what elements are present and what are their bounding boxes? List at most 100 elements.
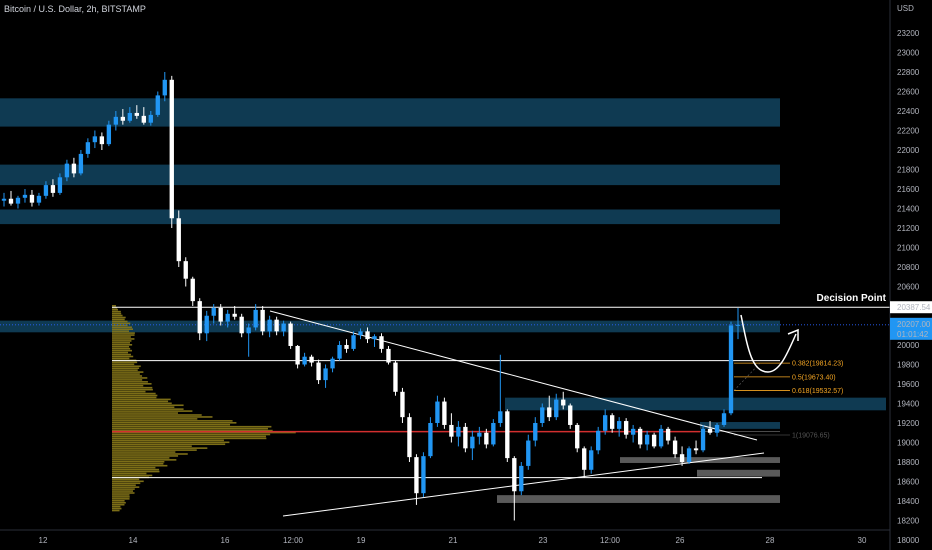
volume-profile-bar: [112, 503, 125, 506]
candle-body: [693, 448, 699, 451]
volume-profile-bar: [112, 509, 120, 512]
candle-body: [651, 434, 657, 447]
candle-body: [92, 136, 98, 143]
candle-body: [637, 428, 643, 445]
volume-profile-bar: [112, 412, 178, 414]
candle-body: [141, 115, 146, 123]
candle-body: [232, 313, 237, 317]
candle-body: [365, 331, 370, 340]
projected-path-arrow: [740, 314, 797, 373]
fib-level-label: 0.5(19673.40): [792, 374, 836, 381]
volume-profile-bar: [112, 427, 268, 430]
time-tick-label: 16: [221, 536, 230, 545]
volume-profile-bar: [112, 334, 135, 336]
volume-profile-bar: [112, 435, 266, 438]
price-tick-label: 19800: [897, 361, 920, 370]
volume-profile-bar: [112, 383, 152, 385]
volume-profile-bar: [112, 486, 140, 488]
candle-body: [127, 112, 132, 121]
candle-body: [358, 331, 363, 336]
trendlines-layer: [269, 310, 765, 517]
candle-body: [533, 423, 538, 441]
candle-body: [623, 421, 629, 435]
price-tick-label: 18200: [897, 517, 920, 526]
volume-profile-bar: [112, 500, 125, 502]
volume-profile-bar: [112, 340, 132, 342]
candle-body: [239, 316, 244, 334]
volume-profile-bar: [112, 468, 160, 471]
levels-layer: [0, 306, 890, 479]
candle-body: [309, 356, 314, 363]
volume-profile-bar: [112, 332, 135, 334]
candle-body: [50, 185, 56, 193]
price-tick-label: 19000: [897, 439, 920, 448]
price-tick-label: 23000: [897, 49, 920, 58]
candle-countdown-text: 01:01:42: [897, 330, 929, 339]
volume-profile-bar: [112, 478, 140, 481]
candle-body: [700, 428, 706, 451]
candle-body: [295, 345, 300, 365]
candle-body: [253, 309, 258, 328]
candle-body: [337, 345, 342, 359]
volume-profile-bar: [112, 480, 144, 483]
volume-profile-bar: [112, 338, 135, 340]
volume-profile-bar: [112, 464, 168, 467]
candle-body: [323, 368, 328, 381]
candle-body: [435, 401, 440, 423]
fib-level-label: 0.618(19532.57): [792, 388, 843, 395]
chart-title: Bitcoin / U.S. Dollar, 2h, BITSTAMP: [4, 4, 146, 14]
volume-profile-bar: [112, 336, 131, 338]
candle-body: [407, 417, 412, 458]
volume-profile-bar: [112, 355, 134, 358]
candle-body: [526, 440, 531, 466]
volume-profile-bar: [112, 482, 141, 485]
volume-profile-bar: [112, 453, 188, 455]
candle-body: [707, 428, 713, 433]
volume-profile-bar: [112, 416, 213, 418]
time-tick-label: 28: [766, 536, 775, 545]
volume-profile-bar: [112, 316, 126, 319]
candle-body: [477, 432, 482, 437]
time-tick-label: 23: [539, 536, 548, 545]
volume-profile-bar: [112, 314, 123, 317]
arrow-head: [787, 328, 799, 341]
candle-body: [644, 434, 650, 445]
time-axis: 12 14 16 12:00 19 21 23 12:00 26 28 30: [39, 536, 867, 545]
volume-profile-bar: [112, 347, 131, 350]
candle-body: [302, 356, 307, 365]
volume-profile-bar: [112, 330, 129, 332]
volume-profile-layer: [112, 305, 296, 512]
supply-zone: [0, 320, 780, 333]
candle-body: [721, 413, 727, 425]
volume-profile-bar: [112, 386, 153, 389]
volume-profile-bar: [112, 449, 197, 451]
price-tick-label: 22600: [897, 88, 920, 97]
volume-profile-bar: [112, 388, 153, 391]
candle-body: [36, 195, 42, 203]
volume-profile-bar: [112, 320, 128, 323]
supply-zone: [505, 397, 886, 411]
volume-profile-bar: [112, 470, 160, 473]
candle-body: [714, 424, 720, 433]
currency-label: USD: [897, 4, 914, 13]
price-tick-label: 19400: [897, 400, 920, 409]
supply-zone: [0, 164, 780, 186]
price-tick-label: 22200: [897, 127, 920, 136]
candle-body: [57, 177, 63, 193]
volume-profile-bar: [112, 312, 122, 315]
volume-profile-bar: [112, 375, 143, 377]
candle-body: [274, 319, 279, 332]
volume-profile-bar: [112, 398, 171, 401]
candles-layer: [1, 72, 741, 521]
candle-body: [686, 448, 692, 462]
candle-body: [505, 411, 510, 459]
candle-body: [672, 440, 678, 455]
volume-profile-bar: [112, 381, 148, 383]
candle-body: [679, 454, 685, 462]
candle-body: [162, 79, 167, 96]
grey-demand-zone: [497, 495, 780, 503]
candle-body: [379, 336, 384, 349]
